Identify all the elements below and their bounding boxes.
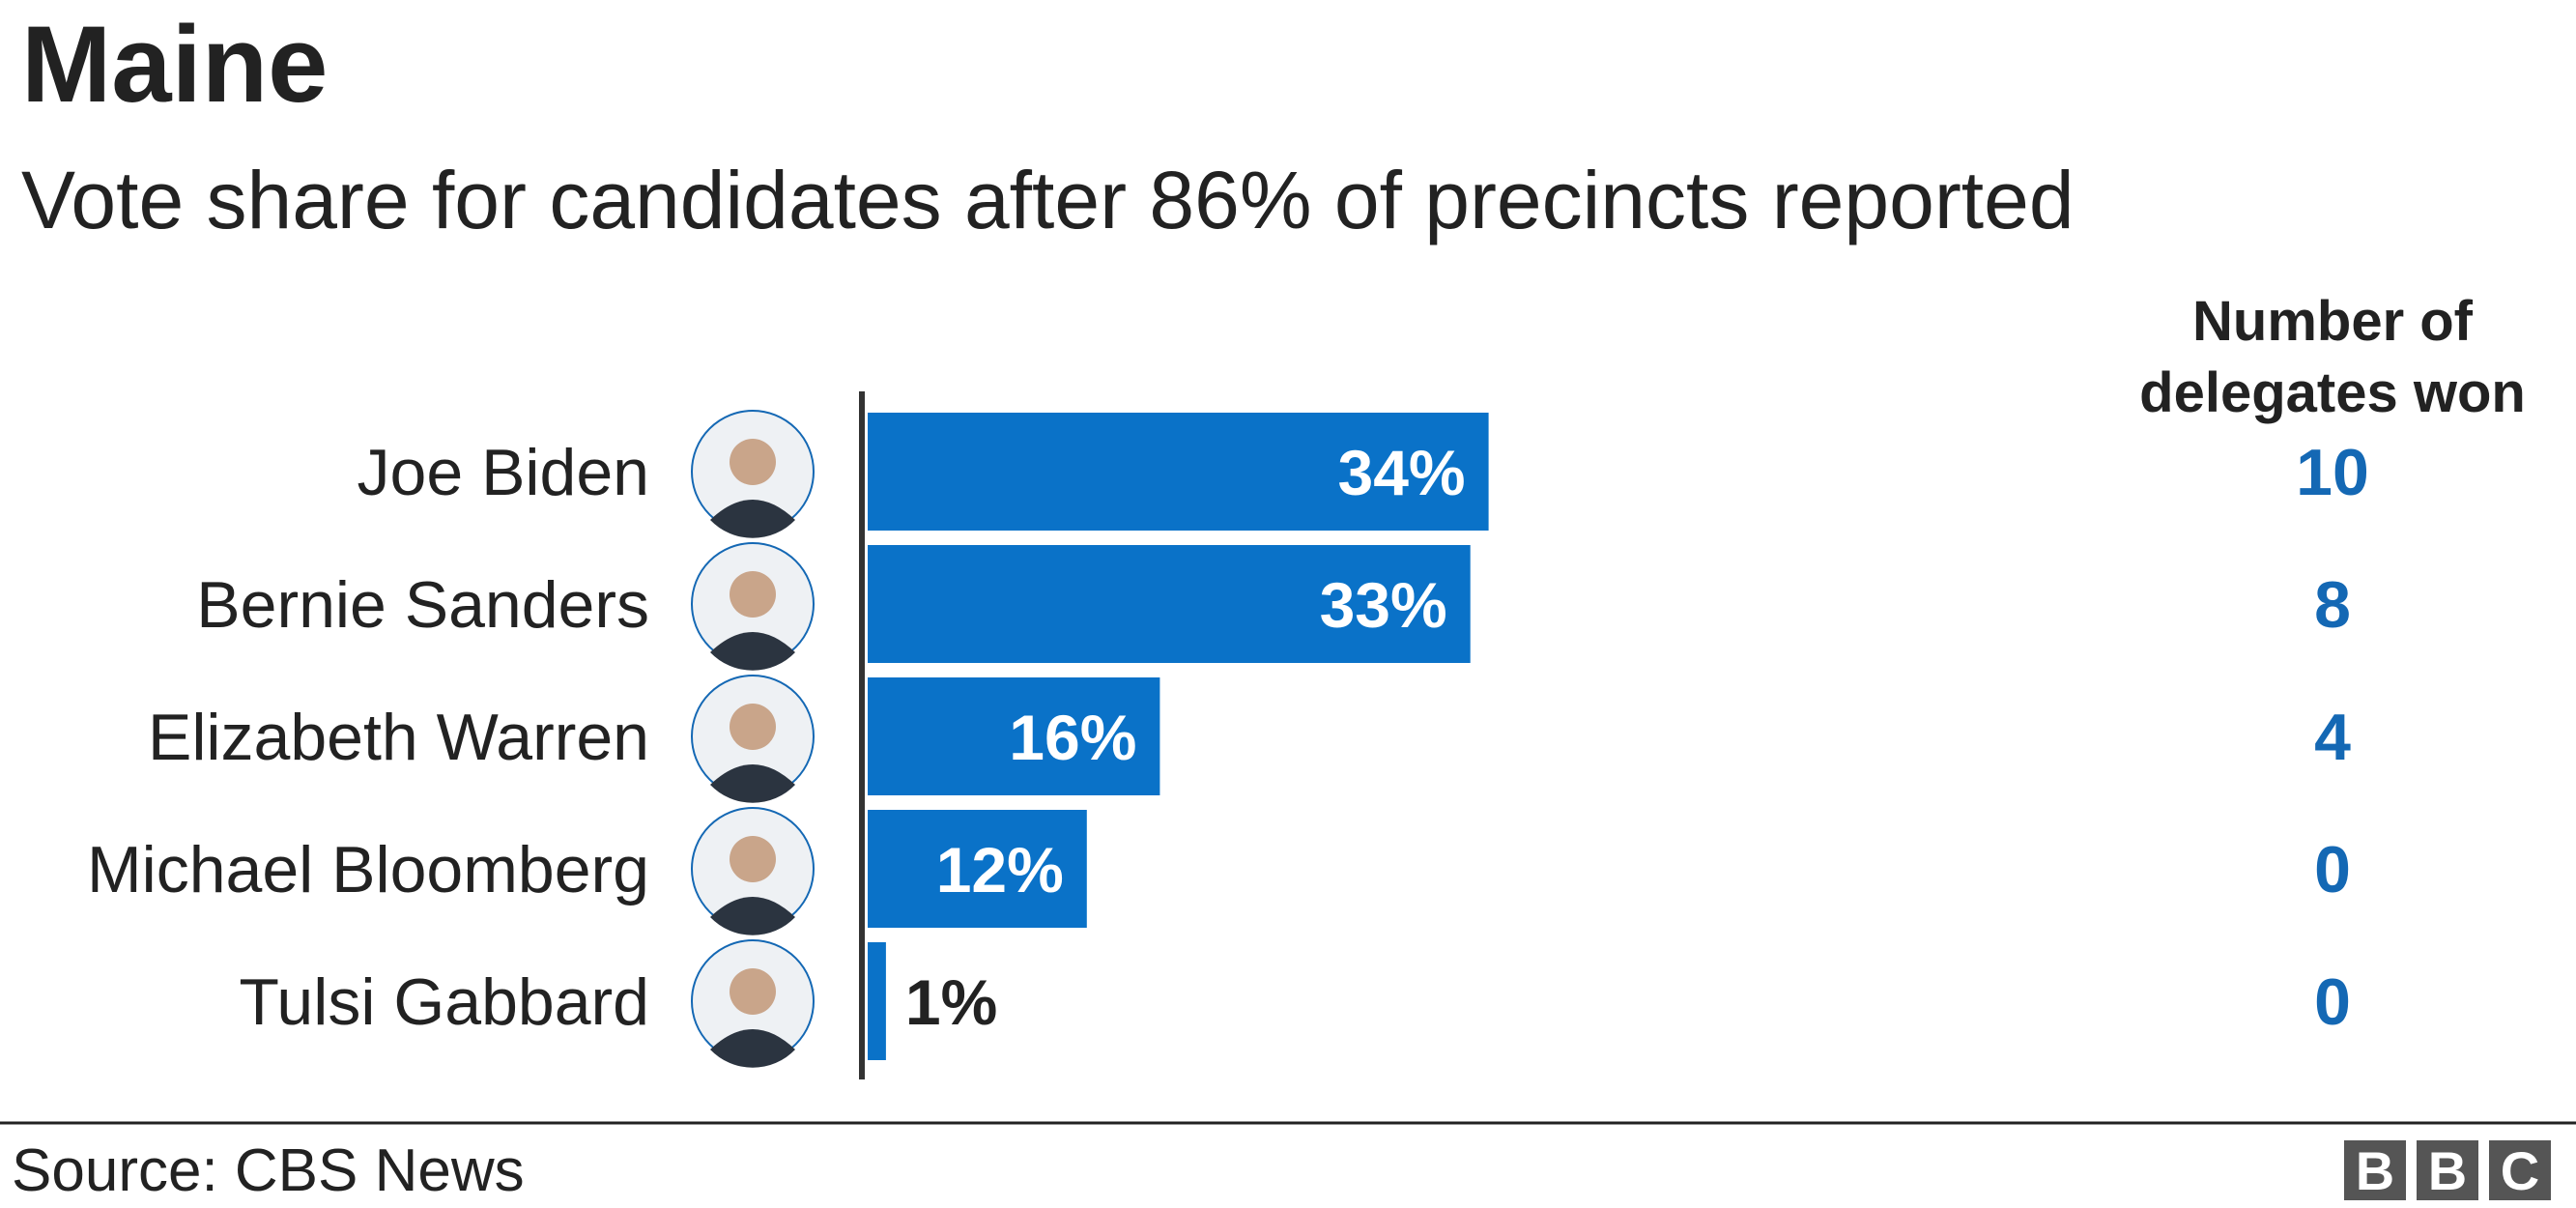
delegates-value: 4 — [2314, 701, 2351, 774]
category-label: Tulsi Gabbard — [239, 965, 649, 1039]
photo-body — [710, 1029, 795, 1068]
logo-letter: C — [2501, 1140, 2539, 1201]
photo-head — [730, 439, 776, 485]
logo-letter: B — [2356, 1140, 2394, 1201]
photo-body — [710, 500, 795, 538]
value-label: 33% — [1320, 569, 1447, 641]
bar — [868, 942, 886, 1060]
photo-head — [730, 836, 776, 882]
bar — [868, 810, 1087, 928]
delegates-value: 0 — [2314, 833, 2351, 906]
photo-head — [730, 571, 776, 618]
logo-letter: B — [2428, 1140, 2467, 1201]
logo-box — [2489, 1140, 2551, 1200]
category-label: Bernie Sanders — [196, 568, 649, 642]
logo-box — [2344, 1140, 2406, 1200]
photo-body — [710, 632, 795, 671]
bar — [868, 677, 1160, 795]
delegates-header: Number of delegates won — [2139, 290, 2526, 424]
photo-head — [730, 704, 776, 750]
category-label: Elizabeth Warren — [148, 701, 649, 774]
value-label: 12% — [936, 834, 1064, 906]
photo-body — [710, 897, 795, 935]
category-label: Joe Biden — [358, 436, 649, 509]
bar — [868, 545, 1471, 663]
source: Source: CBS News — [12, 1137, 525, 1204]
photo-head — [730, 968, 776, 1015]
delegates-value: 0 — [2314, 965, 2351, 1039]
delegates-value: 8 — [2314, 568, 2351, 642]
bar — [868, 413, 1489, 531]
photo-body — [710, 764, 795, 803]
value-label: 16% — [1009, 702, 1136, 773]
rows: Joe Biden 34% 10 Bernie Sanders 33% 8 Elizabet… — [87, 410, 2369, 1068]
value-label: 34% — [1337, 437, 1465, 508]
chart-subtitle: Vote share for candidates after 86% of p… — [21, 155, 2075, 245]
value-label: 1% — [905, 966, 997, 1038]
category-label: Michael Bloomberg — [87, 833, 649, 906]
chart-title: Maine — [21, 4, 328, 125]
delegates-value: 10 — [2296, 436, 2369, 509]
logo-box — [2417, 1140, 2478, 1200]
